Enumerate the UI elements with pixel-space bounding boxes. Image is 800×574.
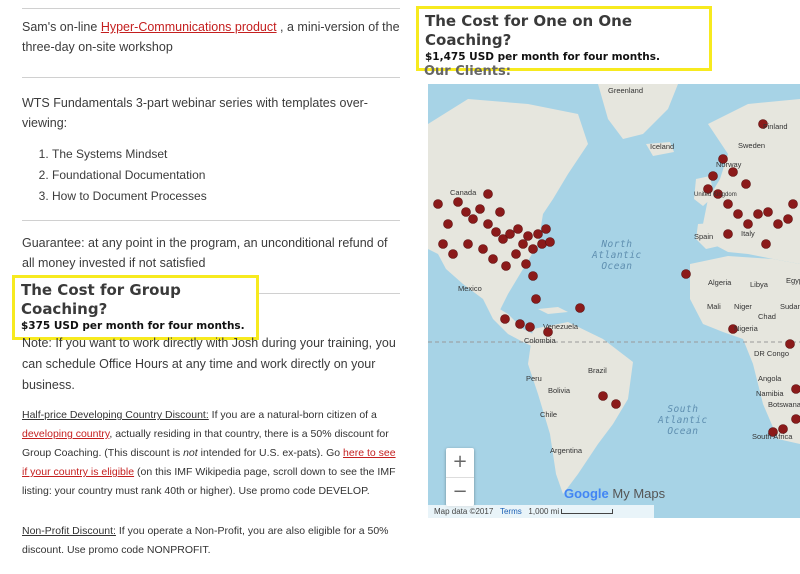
map-svg xyxy=(428,84,800,518)
scale-bar xyxy=(561,509,614,515)
place-label: Nigeria xyxy=(734,324,758,333)
place-label: Venezuela xyxy=(543,322,579,331)
non-profit-text: If you operate a Non-Profit, you are als… xyxy=(22,525,389,556)
right-column: The Cost for One on One Coaching? $1,475… xyxy=(410,0,800,574)
webinar-paragraph: WTS Fundamentals 3-part webinar series w… xyxy=(22,96,368,130)
hyper-communications-paragraph: Sam's on-line Hyper-Communications produ… xyxy=(22,17,400,57)
non-profit-title: Non-Profit Discount: xyxy=(22,525,116,537)
zoom-divider xyxy=(446,477,474,478)
left-column: Sam's on-line Hyper-Communications produ… xyxy=(22,0,400,294)
group-coaching-price: $375 USD per month for four months. xyxy=(21,320,245,332)
webinar-list: The Systems Mindset Foundational Documen… xyxy=(22,144,400,207)
place-label: Finland xyxy=(763,122,788,131)
hyper-text: Sam's on-line xyxy=(22,20,101,34)
discount-text: (on this IMF Wikipedia page, scroll down… xyxy=(22,466,396,497)
place-label: Bolivia xyxy=(548,386,571,395)
zoom-control: + − xyxy=(446,448,474,506)
mymaps-text: My Maps xyxy=(608,486,666,501)
scale-label: 1,000 mi xyxy=(528,507,560,516)
place-label: Botswana xyxy=(768,400,800,409)
one-on-one-heading: The Cost for One on One Coaching? xyxy=(425,12,633,49)
place-label: DR Congo xyxy=(754,349,790,358)
place-label: Sweden xyxy=(738,141,766,150)
place-label: Spain xyxy=(694,232,714,241)
place-label: Mexico xyxy=(458,284,482,293)
one-on-one-price: $1,475 USD per month for four months. xyxy=(425,51,660,63)
place-label: Chile xyxy=(540,410,558,419)
map-attribution: Map data ©2017 Terms 1,000 mi xyxy=(428,505,654,518)
place-label: Brazil xyxy=(588,366,607,375)
zoom-out-button[interactable]: − xyxy=(452,481,468,502)
place-label: Italy xyxy=(741,229,755,238)
place-label: Egypt xyxy=(786,276,800,285)
developing-country-discount: Half-price Developing Country Discount: … xyxy=(22,406,400,501)
group-coaching-price-box: The Cost for Group Coaching? $375 USD pe… xyxy=(12,275,259,340)
note-paragraph: Note: If you want to work directly with … xyxy=(22,336,396,392)
place-label: Mali xyxy=(707,302,721,311)
ocean-label-line: Ocean xyxy=(667,426,699,437)
group-coaching-heading: The Cost for Group Coaching? xyxy=(21,281,181,318)
discount-title: Half-price Developing Country Discount: xyxy=(22,409,209,421)
place-label: Colombia xyxy=(524,336,556,345)
clients-map[interactable]: Greenland Iceland Finland Sweden Norway … xyxy=(428,84,800,518)
north-atlantic-label: North Atlantic Ocean xyxy=(592,239,642,272)
terms-link[interactable]: Terms xyxy=(499,507,522,516)
list-item: How to Document Processes xyxy=(52,186,400,207)
discount-text: If you are a natural-born citizen of a xyxy=(208,409,377,421)
place-label: Norway xyxy=(716,160,742,169)
developing-country-link[interactable]: developing country xyxy=(22,428,110,440)
non-profit-discount: Non-Profit Discount: If you operate a No… xyxy=(22,522,400,560)
map-data-text: Map data ©2017 xyxy=(434,507,494,516)
hyper-text-post: , a mini-version of the three-day on-sit… xyxy=(22,20,400,54)
eligible-country-link[interactable]: here to see if your country is eligible xyxy=(22,447,396,478)
place-label: Greenland xyxy=(608,86,644,95)
ocean-label-line: Atlantic xyxy=(658,415,708,426)
place-label: South Africa xyxy=(752,432,793,441)
ocean-label-line: Ocean xyxy=(601,261,633,272)
guarantee-paragraph: Guarantee: at any point in the program, … xyxy=(22,236,388,270)
place-label: Argentina xyxy=(550,446,583,455)
divider xyxy=(22,220,400,221)
place-label: Peru xyxy=(526,374,542,383)
clients-heading: Our Clients: xyxy=(424,64,511,79)
place-label: Angola xyxy=(758,374,782,383)
place-label: Canada xyxy=(450,188,477,197)
hyper-communications-link[interactable]: Hyper-Communications product xyxy=(100,20,277,34)
one-on-one-price-box: The Cost for One on One Coaching? $1,475… xyxy=(416,6,712,71)
place-label: Algeria xyxy=(708,278,732,287)
divider xyxy=(22,8,400,9)
south-atlantic-label: South Atlantic Ocean xyxy=(658,404,708,437)
place-label: Libya xyxy=(750,280,768,289)
discount-text: , actually residing in that country, the… xyxy=(22,428,389,459)
list-item: The Systems Mindset xyxy=(52,144,400,165)
ocean-label-line: Atlantic xyxy=(592,250,642,261)
ocean-label-line: South xyxy=(667,404,699,415)
discount-emphasis: not xyxy=(183,447,198,459)
divider xyxy=(22,77,400,78)
discount-text: intended for U.S. ex-pats). Go xyxy=(197,447,344,459)
place-label: Chad xyxy=(758,312,776,321)
place-label: United Kingdom xyxy=(694,192,737,198)
place-label: Iceland xyxy=(650,142,675,151)
place-label: Sudan xyxy=(780,302,800,311)
google-logo-text: Google xyxy=(564,486,609,501)
list-item: Foundational Documentation xyxy=(52,165,400,186)
ocean-label-line: North xyxy=(601,239,633,250)
place-label: Namibia xyxy=(756,389,784,398)
zoom-in-button[interactable]: + xyxy=(452,451,468,472)
place-label: Niger xyxy=(734,302,752,311)
google-my-maps-logo: Google My Maps xyxy=(564,486,665,501)
